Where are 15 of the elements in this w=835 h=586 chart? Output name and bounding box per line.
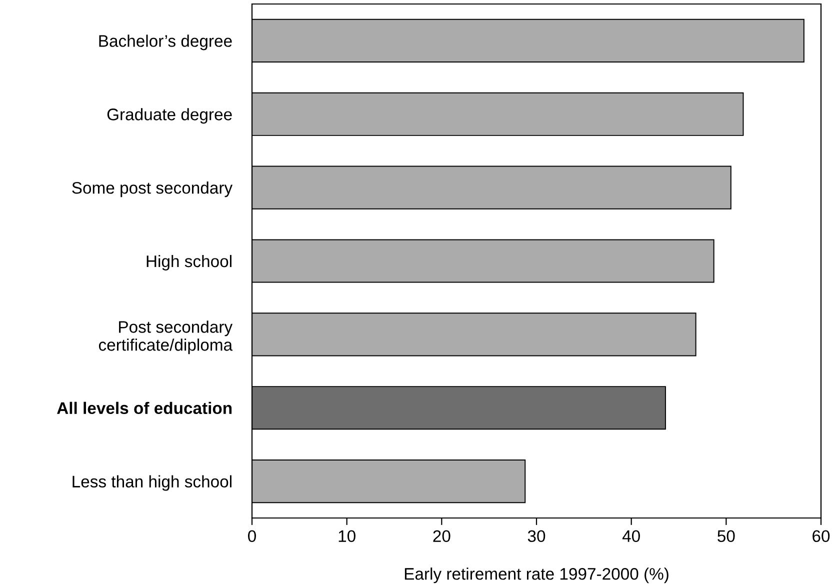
y-tick-label: Some post secondary (72, 182, 233, 198)
x-tick-label: 30 (528, 530, 546, 542)
x-tick-label: 40 (622, 530, 640, 542)
y-tick-label: Less than high school (72, 475, 232, 491)
y-tick-label: Bachelor’s degree (99, 34, 232, 50)
y-tick-label: Graduate degree (107, 108, 232, 124)
x-tick-label: 60 (812, 530, 830, 542)
x-axis-title: Early retirement rate 1997-2000 (%) (404, 568, 668, 584)
y-tick-label: High school (146, 254, 232, 270)
y-tick-label: All levels of education (57, 402, 232, 414)
x-tick-label: 0 (248, 530, 256, 542)
x-tick-label: 20 (433, 530, 450, 542)
x-tick-label: 10 (338, 530, 356, 542)
y-tick-label: Post secondary certificate/diploma (98, 320, 233, 354)
x-tick-label: 50 (718, 530, 735, 542)
